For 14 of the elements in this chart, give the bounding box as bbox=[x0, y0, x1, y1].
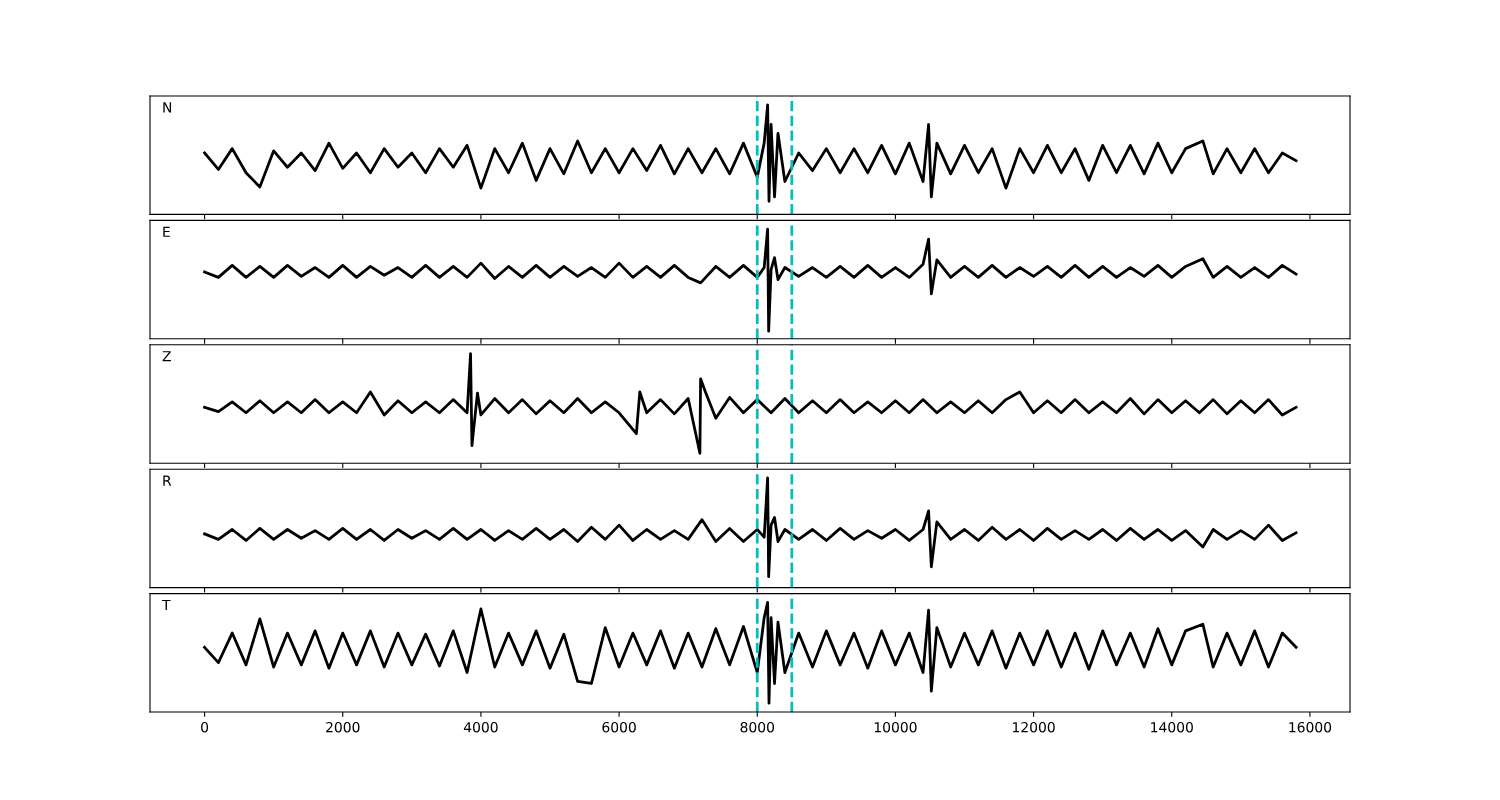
annotation: E bbox=[163, 226, 170, 237]
x-tick-label: 14000 bbox=[1151, 721, 1193, 733]
x-tick-label: 8000 bbox=[740, 721, 774, 733]
x-tick-label: 12000 bbox=[1013, 721, 1055, 733]
annotation: Z bbox=[162, 351, 171, 362]
annotation: T bbox=[161, 599, 171, 611]
x-tick-label: 0 bbox=[201, 721, 209, 733]
annotation: N bbox=[163, 102, 172, 113]
x-tick-label: 10000 bbox=[874, 721, 917, 733]
x-tick-label: 4000 bbox=[463, 721, 498, 733]
annotation: R bbox=[163, 475, 172, 486]
x-tick-label: 16000 bbox=[1289, 721, 1332, 733]
x-tick-label: 2000 bbox=[326, 721, 360, 733]
x-tick-label: 6000 bbox=[602, 721, 636, 733]
